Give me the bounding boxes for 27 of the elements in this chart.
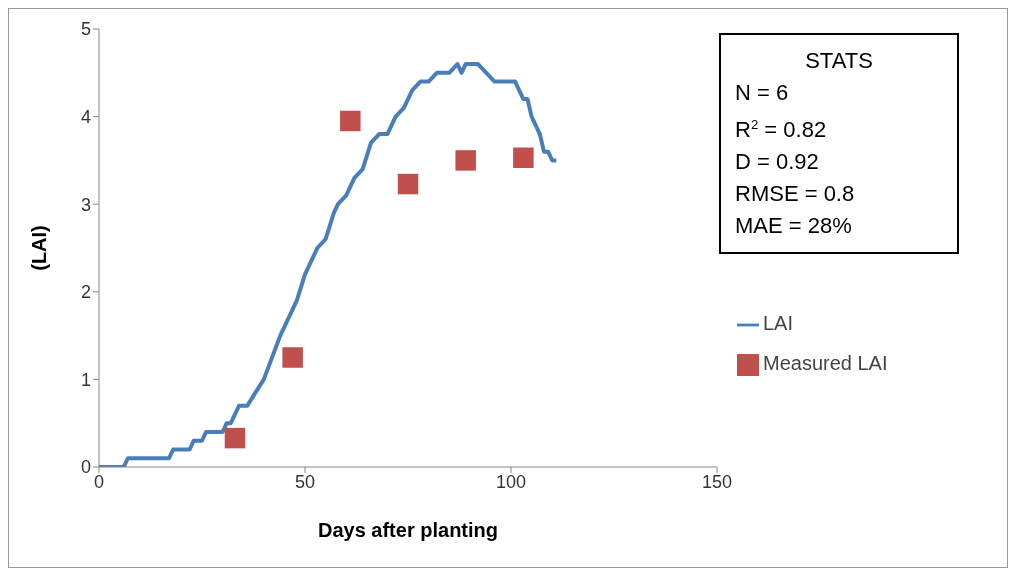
- text: RMSE = 0.8: [735, 181, 855, 207]
- point: [224, 427, 246, 449]
- x-tick-label: 150: [701, 471, 733, 492]
- text: STATS: [805, 48, 873, 73]
- legend-label: LAI: [763, 312, 794, 334]
- y-tick-label: 1: [80, 369, 91, 390]
- point: [397, 173, 419, 195]
- point: [282, 347, 303, 368]
- y-tick-label: 4: [80, 106, 91, 127]
- x-axis-title: Days after planting: [317, 519, 499, 541]
- y-axis-title: (LAI): [28, 225, 51, 271]
- text: N = 6: [735, 80, 789, 105]
- y-tick-label: 2: [80, 282, 91, 303]
- point: [455, 150, 476, 171]
- x-tick-label: 50: [294, 471, 316, 492]
- line-series: [99, 62, 559, 467]
- text: MAE = 28%: [735, 213, 852, 239]
- x-tick-label: 0: [93, 471, 105, 492]
- y-tick-label: 5: [80, 19, 91, 40]
- legend-label: Measured LAI: [763, 352, 888, 374]
- x-tick-label: 100: [495, 471, 527, 492]
- point: [513, 147, 534, 169]
- y-tick-label: 0: [80, 457, 91, 478]
- y-tick-label: 3: [80, 194, 91, 215]
- text: D = 0.92: [735, 149, 819, 175]
- point: [340, 110, 361, 132]
- text: R$^{2}$ = 0.82: [735, 117, 827, 143]
